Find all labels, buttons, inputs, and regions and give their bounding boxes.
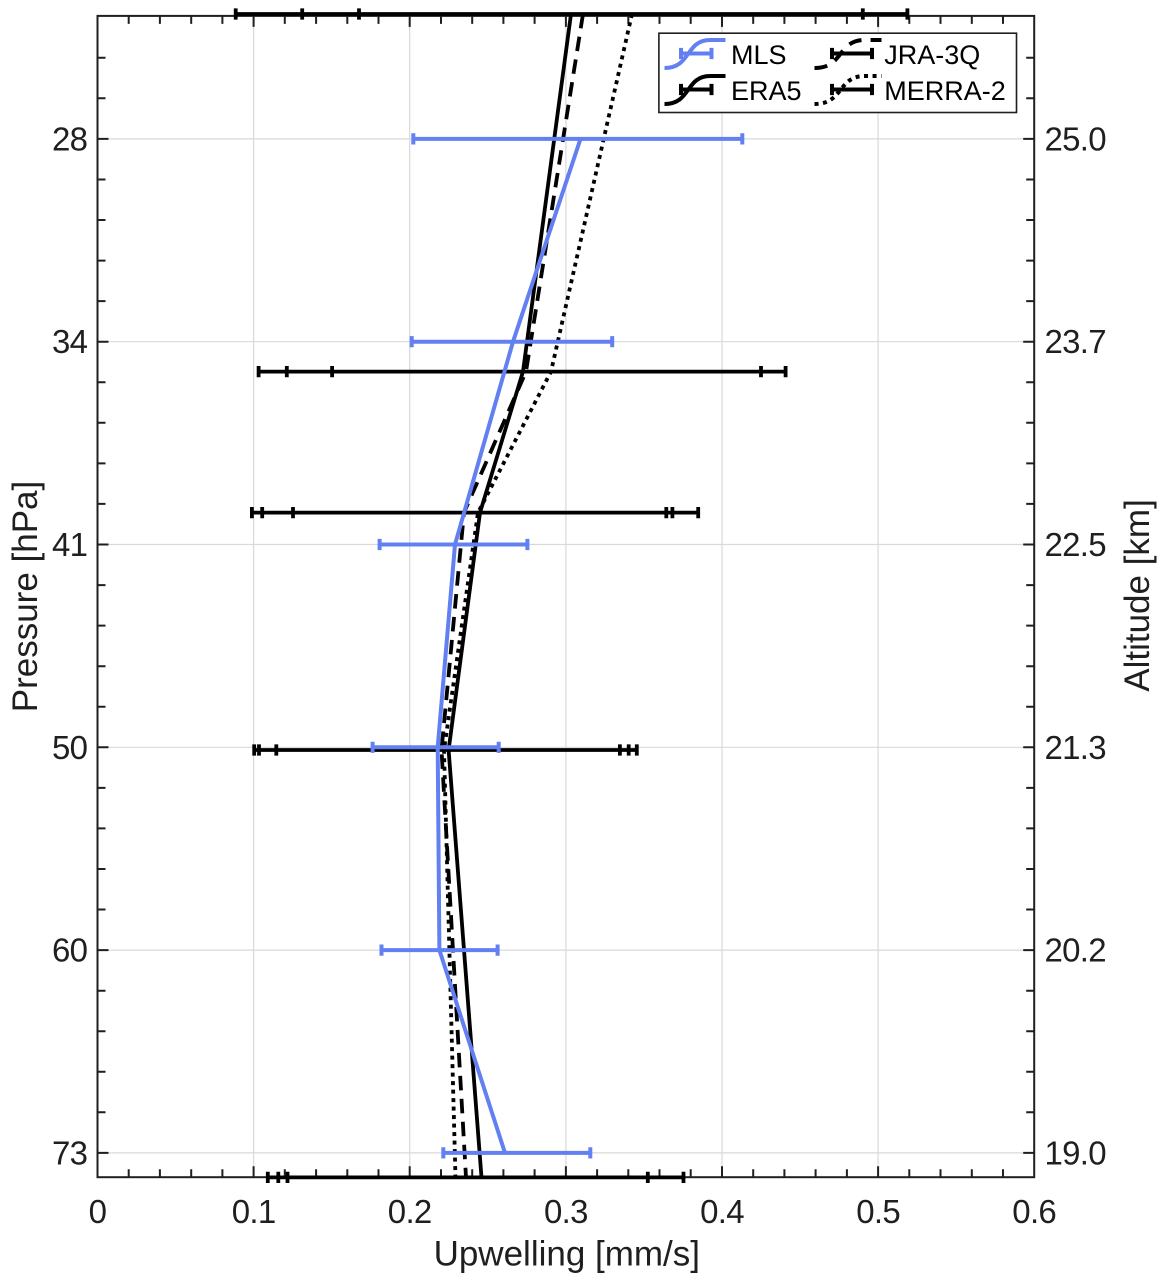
svg-text:34: 34 bbox=[52, 323, 88, 360]
svg-text:0.6: 0.6 bbox=[1012, 1193, 1056, 1230]
svg-text:0.1: 0.1 bbox=[232, 1193, 276, 1230]
svg-text:0.4: 0.4 bbox=[700, 1193, 744, 1230]
svg-text:Altitude [km]: Altitude [km] bbox=[1118, 499, 1157, 692]
svg-text:22.5: 22.5 bbox=[1045, 526, 1106, 563]
svg-text:0.3: 0.3 bbox=[544, 1193, 588, 1230]
svg-text:MERRA-2: MERRA-2 bbox=[884, 76, 1006, 106]
svg-text:0.5: 0.5 bbox=[856, 1193, 900, 1230]
svg-text:25.0: 25.0 bbox=[1045, 120, 1107, 157]
svg-text:Pressure [hPa]: Pressure [hPa] bbox=[6, 481, 45, 713]
svg-text:0.2: 0.2 bbox=[388, 1193, 432, 1230]
svg-text:Upwelling [mm/s]: Upwelling [mm/s] bbox=[434, 1235, 700, 1274]
svg-text:23.7: 23.7 bbox=[1045, 323, 1106, 360]
svg-text:JRA-3Q: JRA-3Q bbox=[884, 40, 980, 70]
svg-text:19.0: 19.0 bbox=[1045, 1134, 1107, 1171]
svg-text:20.2: 20.2 bbox=[1045, 932, 1106, 969]
svg-text:MLS: MLS bbox=[731, 40, 787, 70]
svg-text:41: 41 bbox=[52, 526, 87, 563]
svg-text:60: 60 bbox=[52, 932, 88, 969]
svg-text:0: 0 bbox=[89, 1193, 107, 1230]
svg-text:21.3: 21.3 bbox=[1045, 729, 1106, 766]
svg-text:73: 73 bbox=[52, 1134, 87, 1171]
svg-text:50: 50 bbox=[52, 729, 88, 766]
svg-text:28: 28 bbox=[52, 120, 87, 157]
svg-text:ERA5: ERA5 bbox=[731, 76, 802, 106]
